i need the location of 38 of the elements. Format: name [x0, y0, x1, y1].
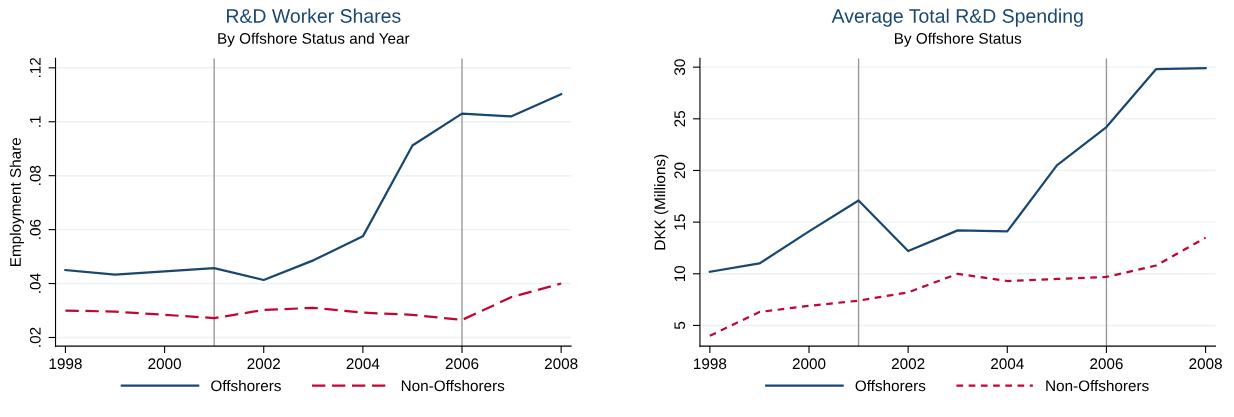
y-tick-label: 25: [674, 110, 686, 127]
y-tick-label: .1: [30, 116, 41, 127]
x-tick-label: 2004: [346, 358, 380, 370]
x-tick-label: 2000: [792, 358, 826, 370]
y-tick-label: 15: [674, 214, 686, 230]
y-tick-label: 5: [674, 321, 686, 330]
x-tick-label: 1998: [49, 358, 82, 370]
legend-label: Offshorers: [855, 380, 926, 392]
x-tick-label: 1998: [694, 358, 727, 370]
legend-label: Non-Offshorers: [1046, 380, 1149, 392]
line-series: [64, 282, 563, 322]
legend-label: Offshorers: [211, 380, 281, 392]
chart-subtitle: By Offshore Status and Year: [218, 32, 410, 47]
line-series: [64, 93, 563, 282]
y-tick-label: .06: [29, 219, 41, 239]
legend-label: Non-Offshorers: [401, 380, 505, 392]
y-tick-label: .08: [29, 165, 41, 185]
y-tick-label: .12: [29, 57, 41, 78]
y-tick-label: .04: [29, 273, 41, 293]
y-tick-label: 20: [674, 162, 686, 179]
x-tick-label: 2000: [148, 358, 181, 370]
y-axis-title: Employment Share: [9, 137, 24, 266]
x-tick-label: 2008: [1189, 358, 1222, 370]
y-tick-label: 30: [674, 59, 686, 76]
x-tick-label: 2008: [544, 358, 578, 370]
chart-title: Average Total R&D Spending: [831, 8, 1083, 27]
x-tick-label: 2006: [1090, 358, 1123, 370]
y-tick-label: 10: [674, 265, 686, 282]
line-series: [708, 67, 1207, 273]
chart-subtitle: By Offshore Status: [895, 32, 1022, 47]
y-tick-label: .02: [29, 327, 41, 347]
line-series: [708, 236, 1207, 337]
y-axis-title: DKK (Millions): [654, 154, 669, 250]
x-tick-label: 2002: [891, 358, 925, 370]
x-tick-label: 2002: [247, 358, 280, 370]
x-tick-label: 2006: [445, 358, 479, 370]
chart-title: R&D Worker Shares: [227, 8, 401, 23]
x-tick-label: 2004: [991, 358, 1024, 370]
